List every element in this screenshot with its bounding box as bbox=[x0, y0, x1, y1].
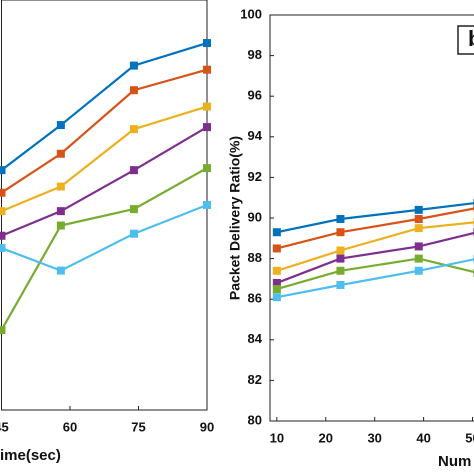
series-marker bbox=[0, 207, 6, 216]
series-marker bbox=[129, 86, 138, 95]
series-line bbox=[276, 221, 474, 272]
y-tick-label: 92 bbox=[248, 169, 262, 184]
series-marker bbox=[56, 149, 65, 158]
series-marker bbox=[272, 285, 281, 294]
series-marker bbox=[56, 221, 65, 230]
series-marker bbox=[56, 207, 65, 216]
series-marker bbox=[129, 229, 138, 238]
x-axis-label: ime(sec) bbox=[0, 447, 61, 464]
y-tick-label: 96 bbox=[248, 88, 262, 103]
y-tick-label: 100 bbox=[240, 6, 262, 21]
series-marker bbox=[129, 125, 138, 134]
series-line bbox=[276, 207, 474, 250]
series-marker bbox=[414, 215, 423, 224]
series-marker bbox=[203, 164, 211, 173]
x-tick-label: 40 bbox=[416, 430, 430, 445]
series-marker bbox=[414, 242, 423, 251]
series-marker bbox=[203, 102, 211, 111]
series-marker bbox=[336, 246, 345, 255]
series-marker bbox=[272, 278, 281, 287]
x-tick-label: 50 bbox=[465, 430, 474, 445]
y-tick-label: 84 bbox=[248, 331, 263, 346]
series-marker bbox=[0, 231, 6, 240]
x-tick-label: 10 bbox=[270, 430, 284, 445]
series-marker bbox=[336, 266, 345, 275]
series-marker bbox=[56, 182, 65, 191]
y-tick-label: 98 bbox=[248, 47, 262, 62]
series-marker bbox=[272, 228, 281, 237]
series-marker bbox=[414, 205, 423, 214]
x-tick-label: 20 bbox=[319, 430, 333, 445]
series-line bbox=[276, 202, 474, 234]
series-marker bbox=[336, 215, 345, 224]
x-axis-label: Num bbox=[438, 453, 471, 470]
series-marker bbox=[336, 280, 345, 289]
series-marker bbox=[414, 254, 423, 263]
series-marker bbox=[336, 254, 345, 263]
series-marker bbox=[56, 121, 65, 130]
series-marker bbox=[0, 244, 6, 253]
series-line bbox=[0, 167, 208, 331]
series-marker bbox=[0, 166, 6, 175]
series-line bbox=[276, 258, 474, 299]
series-line bbox=[1, 105, 208, 213]
y-tick-label: 94 bbox=[248, 128, 263, 143]
y-axis-label: Packet Delivery Ratio(%) bbox=[227, 136, 243, 300]
x-tick-label: 75 bbox=[131, 419, 145, 434]
series-marker bbox=[414, 224, 423, 233]
series-marker bbox=[129, 205, 138, 214]
series-marker bbox=[0, 188, 6, 197]
x-tick-label: 90 bbox=[200, 419, 214, 434]
series-line bbox=[276, 231, 474, 284]
annotation-box bbox=[457, 25, 474, 55]
series-marker bbox=[336, 228, 345, 237]
series-marker bbox=[203, 65, 211, 74]
series-line bbox=[1, 203, 208, 272]
series-line bbox=[1, 126, 208, 237]
y-tick-label: 80 bbox=[248, 412, 262, 427]
series-line bbox=[0, 41, 208, 172]
series-marker bbox=[129, 166, 138, 175]
x-tick-label: 30 bbox=[367, 430, 381, 445]
series-marker bbox=[203, 39, 211, 48]
series-marker bbox=[272, 293, 281, 302]
series-marker bbox=[272, 244, 281, 253]
series-marker bbox=[272, 266, 281, 275]
series-marker bbox=[203, 123, 211, 132]
y-tick-label: 88 bbox=[248, 250, 262, 265]
y-tick-label: 82 bbox=[248, 372, 262, 387]
series-marker bbox=[203, 201, 211, 209]
series-marker bbox=[56, 266, 65, 275]
x-tick-label: 60 bbox=[63, 419, 77, 434]
x-tick-label: 45 bbox=[0, 419, 9, 434]
annotation: b bbox=[468, 26, 474, 51]
series-marker bbox=[414, 266, 423, 275]
series-line bbox=[0, 68, 208, 194]
y-tick-label: 86 bbox=[248, 291, 262, 306]
series-marker bbox=[129, 61, 138, 70]
series-marker bbox=[0, 326, 6, 335]
y-tick-label: 90 bbox=[248, 209, 262, 224]
